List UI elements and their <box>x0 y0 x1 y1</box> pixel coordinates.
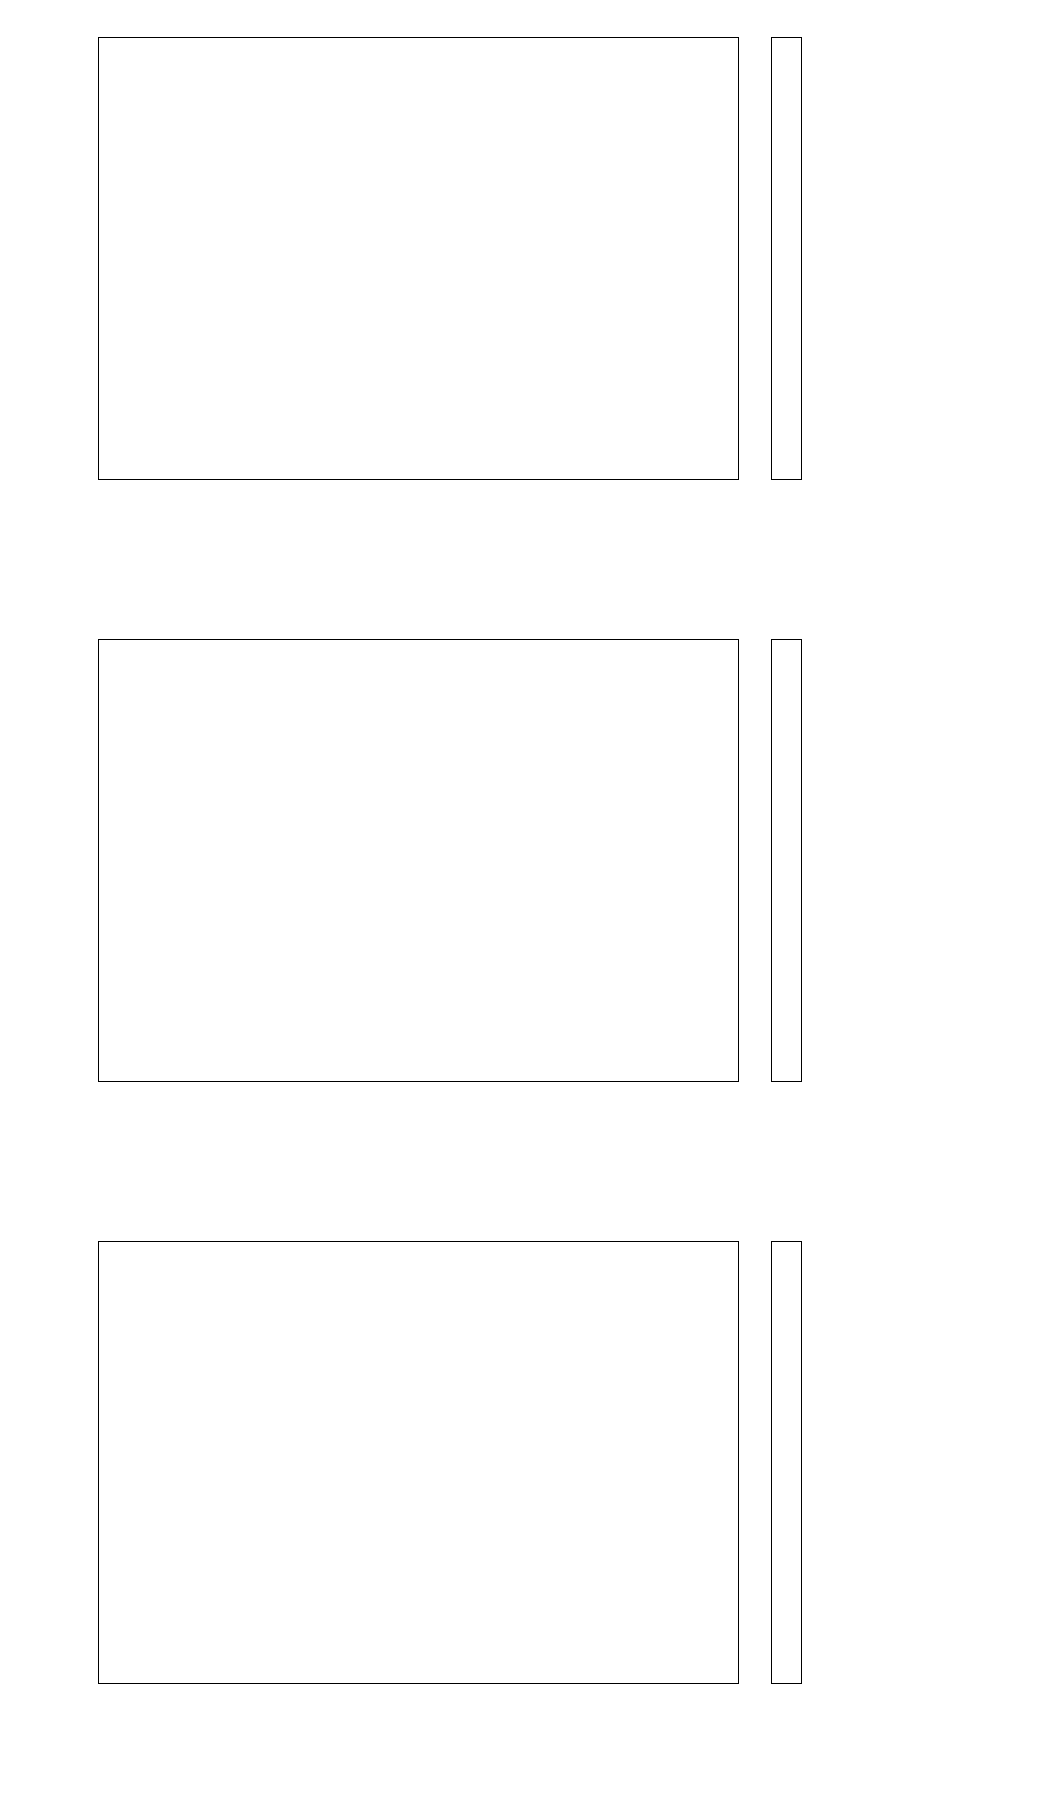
spectrogram-panel-bhz <box>0 1204 1052 1806</box>
colorbar-canvas <box>772 1242 800 1682</box>
spectrogram-canvas <box>99 1242 737 1682</box>
spectrogram-canvas <box>99 38 737 478</box>
colorbar-canvas <box>772 640 800 1080</box>
spectrogram-panel-bhn <box>0 602 1052 1204</box>
spectrogram-canvas <box>99 640 737 1080</box>
colorbar-canvas <box>772 38 800 478</box>
spectrogram-panel-bhe <box>0 0 1052 602</box>
